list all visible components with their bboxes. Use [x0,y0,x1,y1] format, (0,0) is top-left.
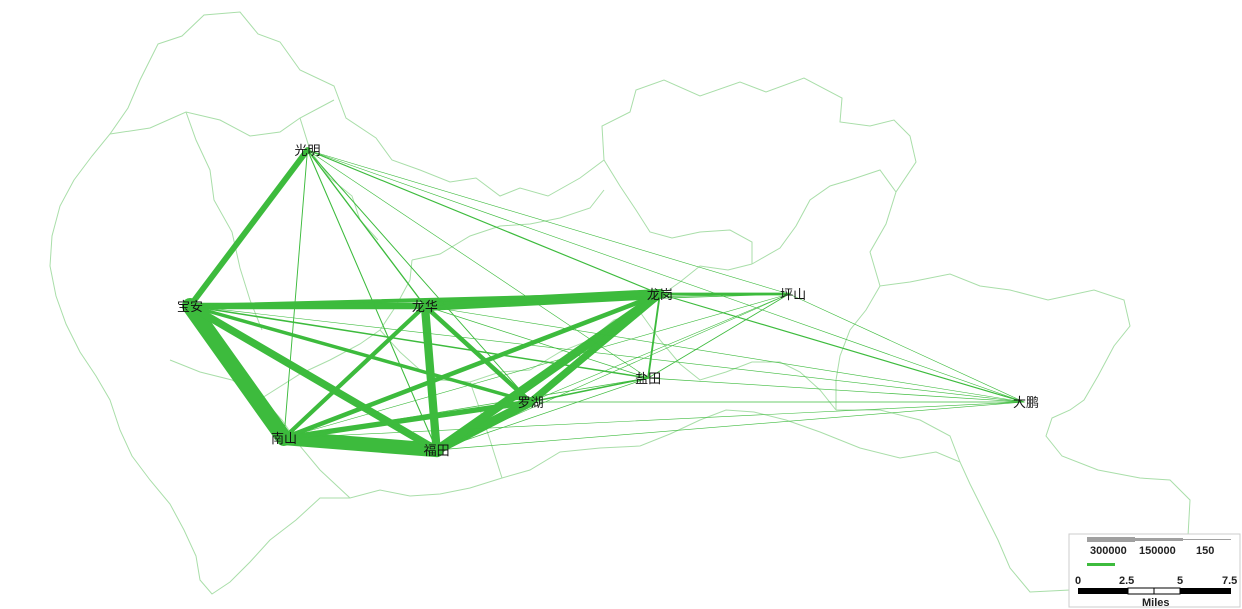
district-label-dapeng: 大鹏 [1013,396,1039,411]
flow-guangming-luohu [306,149,532,403]
flow-guangming-yantian [307,149,649,379]
flow-pingshan-yantian [647,293,790,379]
boundary-inner-2 [603,159,753,264]
boundary-longhua-longgang [411,189,605,261]
scale-tick-2-5: 2.5 [1119,575,1134,587]
flow-longhua-pingshan [424,293,790,307]
flow-guangming-dapeng [307,149,1025,403]
district-label-pingshan: 坪山 [780,288,806,303]
flow-luohu-longgang [527,290,664,406]
legend-label-300000: 300000 [1090,545,1127,557]
flow-nanshan-dapeng [283,401,1025,439]
flow-futian-longgang [432,289,665,455]
flow-futian-pingshan [436,293,790,451]
flow-baoan-futian [186,302,441,454]
flow-nanshan-pingshan [283,293,790,439]
scale-segment-4 [1180,588,1231,594]
legend-label-150000: 150000 [1139,545,1176,557]
flow-futian-yantian [436,377,649,451]
flow-guangming-nanshan [283,149,308,439]
scale-segment-1 [1078,588,1128,594]
flow-baoan-luohu [188,304,533,404]
flow-nanshan-luohu [281,399,534,441]
flow-baoan-pingshan [189,293,790,307]
legend-line-150000 [1135,538,1183,541]
flow-guangming-futian [306,149,438,451]
flow-guangming-baoan [187,147,311,309]
district-label-longgang: 龙岗 [647,288,673,303]
flow-guangming-longgang [306,149,661,295]
scale-segment-2 [1127,587,1155,595]
district-label-guangming: 光明 [294,144,320,159]
flow-pingshan-dapeng [788,293,1025,403]
boundary-longgang-pingshan [751,169,897,265]
boundary-longgang-yantian [639,311,837,411]
district-label-baoan: 宝安 [177,300,203,315]
boundary-baoan-guangming [109,99,335,137]
flow-baoan-yantian [189,305,649,379]
flow-longhua-yantian [424,305,649,379]
legend-background [1068,533,1241,608]
legend-line-300000 [1087,537,1135,542]
flow-longhua-nanshan [282,304,427,440]
flow-guangming-longhua [306,149,426,307]
flow-longhua-dapeng [424,305,1025,403]
flow-nanshan-futian [276,430,444,458]
scale-tick-7-5: 7.5 [1222,575,1237,587]
flow-yantian-dapeng [647,377,1025,403]
district-label-longhua: 龙华 [412,300,438,315]
flow-baoan-dapeng [189,305,1025,403]
scale-unit: Miles [1142,597,1170,609]
flow-luohu-yantian [529,377,649,403]
flow-longhua-luohu [422,303,533,405]
flow-longhua-futian [420,301,441,455]
scale-bar: 0 2.5 5 7.5 Miles [1075,575,1237,609]
flow-longgang-dapeng [659,293,1025,403]
boundary-guangming-longhua [299,117,379,241]
legend-label-150: 150 [1196,545,1214,557]
scale-tick-5: 5 [1177,575,1183,587]
district-labels: 光明 宝安 龙华 龙岗 坪山 盐田 罗湖 南山 福田 大鹏 [177,144,1039,459]
boundary-inner-1 [185,111,263,331]
flow-baoan-longgang [188,292,662,308]
legend-flow-swatch [1087,563,1115,566]
flow-longgang-yantian [647,293,661,379]
district-label-yantian: 盐田 [635,372,661,387]
district-label-futian: 福田 [424,444,450,459]
scale-tick-0: 0 [1075,575,1081,587]
district-label-luohu: 罗湖 [518,396,544,411]
flow-luohu-pingshan [530,293,790,403]
flow-futian-dapeng [436,401,1025,451]
flow-guangming-pingshan [307,149,790,295]
flow-nanshan-longgang [281,291,663,441]
boundary-luohu-longgang [529,263,753,371]
district-label-nanshan: 南山 [271,431,297,447]
legend-line-150 [1183,539,1231,540]
scale-segment-3 [1153,587,1181,595]
boundary-pingshan-dapeng [835,285,881,410]
map-legend: 300000 150000 150 0 2.5 5 7.5 Miles [1068,533,1241,609]
flow-baoan-nanshan [182,298,292,446]
flow-lines [182,147,1025,458]
flow-nanshan-yantian [283,377,649,439]
